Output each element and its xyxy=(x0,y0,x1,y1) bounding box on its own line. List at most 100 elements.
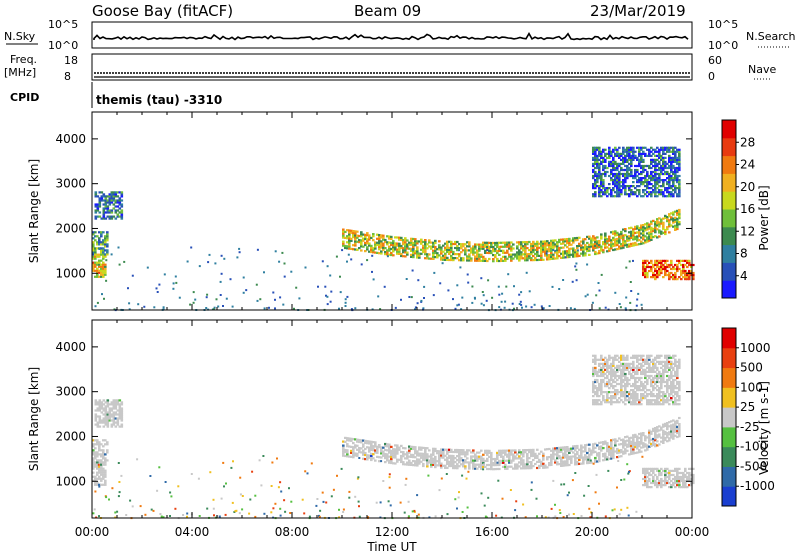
range-cell xyxy=(592,237,595,240)
range-cell xyxy=(520,457,523,460)
range-cell xyxy=(688,259,691,262)
range-cell xyxy=(526,241,529,244)
range-cell xyxy=(114,193,118,196)
range-cell xyxy=(610,164,613,168)
range-cell xyxy=(606,456,609,459)
range-cell xyxy=(608,174,611,178)
range-cell xyxy=(522,451,525,454)
range-cell xyxy=(596,399,599,402)
range-cell xyxy=(96,477,99,480)
range-cell xyxy=(352,248,355,251)
range-cell xyxy=(616,189,619,192)
range-cell xyxy=(396,446,399,449)
range-cell xyxy=(490,251,493,255)
range-cell xyxy=(466,249,469,252)
range-cell xyxy=(542,246,545,249)
range-cell xyxy=(450,250,453,254)
range-cell xyxy=(430,457,433,460)
range-cell xyxy=(650,401,653,404)
range-cell xyxy=(638,193,641,196)
range-cell xyxy=(662,370,665,373)
range-cell xyxy=(650,473,653,477)
range-cell xyxy=(374,451,377,454)
range-cell xyxy=(604,456,607,459)
range-cell xyxy=(364,233,367,236)
range-cell xyxy=(638,158,641,161)
range-cell xyxy=(620,354,623,357)
range-cell xyxy=(536,240,539,243)
range-cell xyxy=(658,273,661,277)
range-cell xyxy=(98,261,101,264)
range-cell xyxy=(98,445,101,448)
range-cell xyxy=(592,358,595,361)
range-cell xyxy=(626,174,629,178)
range-cell xyxy=(676,166,679,170)
range-cell xyxy=(652,265,655,269)
range-cell xyxy=(352,446,355,449)
range-cell xyxy=(648,364,651,367)
range-cell xyxy=(573,307,576,310)
range-cell xyxy=(662,217,665,220)
range-cell xyxy=(678,221,681,224)
range-cell xyxy=(592,391,595,394)
range-cell xyxy=(672,380,675,384)
range-cell xyxy=(546,240,549,243)
range-cell xyxy=(452,242,455,246)
range-cell xyxy=(452,465,455,468)
range-cell xyxy=(686,261,689,264)
range-cell xyxy=(648,399,651,402)
range-cell xyxy=(604,238,607,241)
range-cell xyxy=(630,397,633,400)
range-cell xyxy=(112,193,116,196)
range-cell xyxy=(389,504,392,507)
range-cell xyxy=(486,451,489,454)
range-cell xyxy=(118,417,122,420)
range-cell xyxy=(447,289,450,292)
range-cell xyxy=(646,436,649,439)
range-cell xyxy=(622,174,625,178)
range-cell xyxy=(160,515,163,518)
range-cell xyxy=(662,160,665,163)
range-cell xyxy=(376,455,379,458)
range-cell xyxy=(580,246,583,249)
range-cell xyxy=(386,235,389,238)
range-cell xyxy=(614,244,617,247)
range-cell xyxy=(644,168,647,172)
range-cell xyxy=(684,263,687,267)
range-cell xyxy=(442,250,445,253)
range-cell xyxy=(524,465,527,468)
range-cell xyxy=(412,250,415,253)
range-cell xyxy=(464,253,467,256)
range-cell xyxy=(552,249,554,251)
range-cell xyxy=(606,442,609,445)
range-cell xyxy=(642,158,645,161)
range-cell xyxy=(670,372,673,376)
range-cell xyxy=(112,215,116,218)
range-cell xyxy=(520,291,523,294)
range-cell xyxy=(94,249,97,252)
range-cell xyxy=(670,370,673,373)
range-cell xyxy=(636,164,639,168)
range-cell xyxy=(638,387,641,390)
range-cell xyxy=(598,193,601,196)
range-cell xyxy=(444,254,447,257)
range-cell xyxy=(676,370,679,373)
range-cell xyxy=(484,245,487,248)
range-cell xyxy=(604,382,607,386)
range-cell xyxy=(571,479,574,482)
range-cell xyxy=(338,307,340,310)
range-cell xyxy=(618,189,621,192)
range-cell xyxy=(476,463,479,466)
range-cell xyxy=(650,403,653,406)
range-cell xyxy=(628,245,631,248)
range-cell xyxy=(94,275,97,278)
range-cell xyxy=(108,209,112,212)
range-cell xyxy=(116,417,120,420)
range-cell xyxy=(502,241,505,244)
range-cell xyxy=(94,235,97,238)
range-cell xyxy=(636,439,639,442)
range-cell xyxy=(354,446,357,449)
range-cell xyxy=(398,238,401,241)
range-cell xyxy=(528,451,531,454)
range-cell xyxy=(411,248,414,251)
